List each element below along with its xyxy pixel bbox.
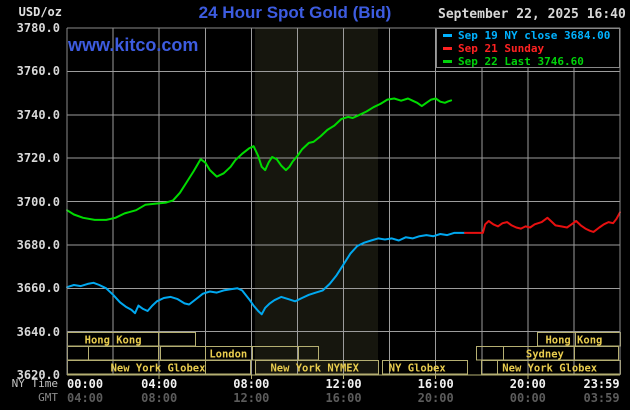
- session-box: [481, 360, 498, 375]
- session-label: Hong Kong: [545, 335, 602, 347]
- session-label: Sydney: [526, 349, 565, 361]
- x-axis-tick-label: 16:00: [325, 391, 362, 405]
- session-box: [160, 346, 207, 361]
- legend-label-sep21: Sep 21 Sunday: [458, 42, 545, 55]
- x-axis-tick-label: 12:00: [233, 391, 270, 405]
- x-axis-tick-label: 20:00: [417, 391, 454, 405]
- session-box: [205, 360, 251, 375]
- y-axis-label: 3660.0: [16, 281, 60, 296]
- session-label: New York Globex: [111, 363, 207, 375]
- x-axis-tick-label: 12:00: [325, 377, 362, 391]
- session-label: New York NYMEX: [270, 363, 359, 375]
- y-axis-label: 3680.0: [16, 237, 60, 252]
- x-axis-tick-label: 04:00: [141, 377, 178, 391]
- session-box: [475, 346, 504, 361]
- x-axis-tick-label: 00:00: [67, 377, 104, 391]
- session-label: NY Globex: [389, 363, 447, 375]
- legend-item-sep21: Sep 21 Sunday: [443, 42, 623, 55]
- chart-datetime: September 22, 2025 16:40: [438, 7, 626, 22]
- x-axis-tick-label: 04:00: [67, 391, 104, 405]
- x-axis-tick-label: 20:00: [509, 377, 546, 391]
- legend-label-sep22: Sep 22 Last 3746.60: [458, 55, 584, 68]
- session-label: Hong Kong: [85, 335, 142, 347]
- session-label: New York Globex: [502, 363, 598, 375]
- session-box: [67, 346, 89, 361]
- y-axis-label: 3760.0: [16, 64, 60, 79]
- kitco-watermark-link[interactable]: www.kitco.com: [68, 35, 199, 55]
- x-axis-tick-label: 08:00: [141, 391, 178, 405]
- legend-item-sep19: Sep 19 NY close 3684.00: [443, 29, 623, 42]
- legend-swatch-sep21: [443, 47, 452, 50]
- legend-swatch-sep19: [443, 34, 452, 37]
- legend-label-sep19: Sep 19 NY close 3684.00: [458, 29, 611, 42]
- x-axis-row-label: GMT: [38, 391, 58, 404]
- series-line-sep21-sunday: [463, 211, 621, 234]
- session-box: [573, 346, 619, 361]
- x-axis-tick-label: 03:59: [583, 391, 620, 405]
- y-axis-label: 3780.0: [16, 21, 60, 35]
- y-axis-label: 3640.0: [16, 324, 60, 339]
- page-title: 24 Hour Spot Gold (Bid): [198, 3, 392, 22]
- session-label: London: [209, 349, 247, 361]
- legend-item-sep22: Sep 22 Last 3746.60: [443, 55, 623, 68]
- legend-box: [436, 28, 620, 68]
- x-axis-tick-label: 16:00: [417, 377, 454, 391]
- chart-legend: Sep 19 NY close 3684.00 Sep 21 Sunday Se…: [443, 29, 623, 68]
- series-line-sep19: [66, 231, 466, 316]
- x-axis-tick-label: 23:59: [583, 377, 620, 391]
- session-box: [255, 360, 380, 375]
- legend-swatch-sep22: [443, 60, 452, 63]
- x-axis-tick-label: 08:00: [233, 377, 270, 391]
- series-line-sep22: [66, 97, 453, 221]
- x-axis-row-label: NY Time: [11, 377, 58, 390]
- y-axis-units-label: USD/oz: [18, 5, 62, 19]
- y-axis-label: 3720.0: [16, 151, 60, 166]
- session-box: [158, 332, 197, 347]
- session-box: [87, 346, 160, 361]
- y-axis-label: 3740.0: [16, 107, 60, 122]
- y-axis-label: 3700.0: [16, 194, 60, 209]
- y-axis-label: 3620.0: [16, 368, 60, 382]
- session-box: [381, 360, 469, 375]
- x-axis-tick-label: 00:00: [509, 391, 546, 405]
